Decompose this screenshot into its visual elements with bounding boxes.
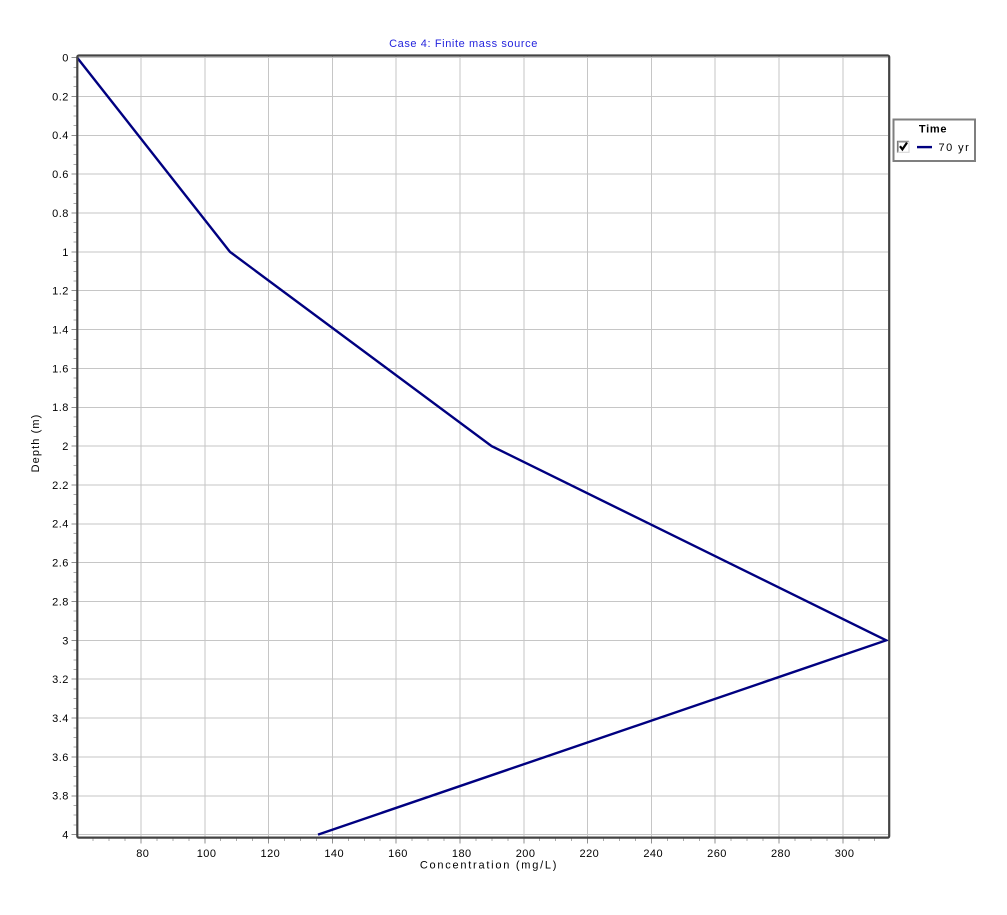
svg-text:3.8: 3.8 <box>52 791 69 803</box>
svg-text:2.2: 2.2 <box>52 480 69 492</box>
svg-text:2.8: 2.8 <box>52 596 69 608</box>
svg-text:3.6: 3.6 <box>52 752 69 764</box>
svg-text:Time: Time <box>919 124 947 136</box>
svg-text:0.2: 0.2 <box>52 91 69 103</box>
svg-text:0.8: 0.8 <box>52 208 69 220</box>
svg-text:70 yr: 70 yr <box>939 142 971 154</box>
svg-text:80: 80 <box>136 848 149 860</box>
svg-text:2: 2 <box>62 441 69 453</box>
svg-text:240: 240 <box>643 848 663 860</box>
svg-text:2.6: 2.6 <box>52 558 69 570</box>
svg-text:2.4: 2.4 <box>52 519 69 531</box>
svg-text:Concentration (mg/L): Concentration (mg/L) <box>420 860 558 872</box>
svg-text:4: 4 <box>62 830 69 842</box>
svg-text:180: 180 <box>452 848 472 860</box>
svg-text:0: 0 <box>62 53 69 65</box>
svg-text:280: 280 <box>771 848 791 860</box>
svg-text:0.4: 0.4 <box>52 130 69 142</box>
svg-text:1.8: 1.8 <box>52 402 69 414</box>
svg-text:120: 120 <box>261 848 281 860</box>
svg-text:260: 260 <box>707 848 727 860</box>
svg-text:100: 100 <box>197 848 217 860</box>
svg-text:200: 200 <box>516 848 536 860</box>
svg-text:300: 300 <box>835 848 855 860</box>
svg-text:140: 140 <box>324 848 344 860</box>
svg-text:Depth (m): Depth (m) <box>30 414 42 473</box>
svg-text:3: 3 <box>62 635 69 647</box>
svg-text:1.2: 1.2 <box>52 286 69 298</box>
svg-text:220: 220 <box>580 848 600 860</box>
svg-text:Case 4: Finite mass source: Case 4: Finite mass source <box>389 38 538 50</box>
svg-text:3.2: 3.2 <box>52 674 69 686</box>
svg-text:1.6: 1.6 <box>52 363 69 375</box>
svg-text:3.4: 3.4 <box>52 713 69 725</box>
svg-text:0.6: 0.6 <box>52 169 69 181</box>
svg-text:1: 1 <box>62 247 69 259</box>
svg-text:1.4: 1.4 <box>52 324 69 336</box>
svg-text:160: 160 <box>388 848 408 860</box>
